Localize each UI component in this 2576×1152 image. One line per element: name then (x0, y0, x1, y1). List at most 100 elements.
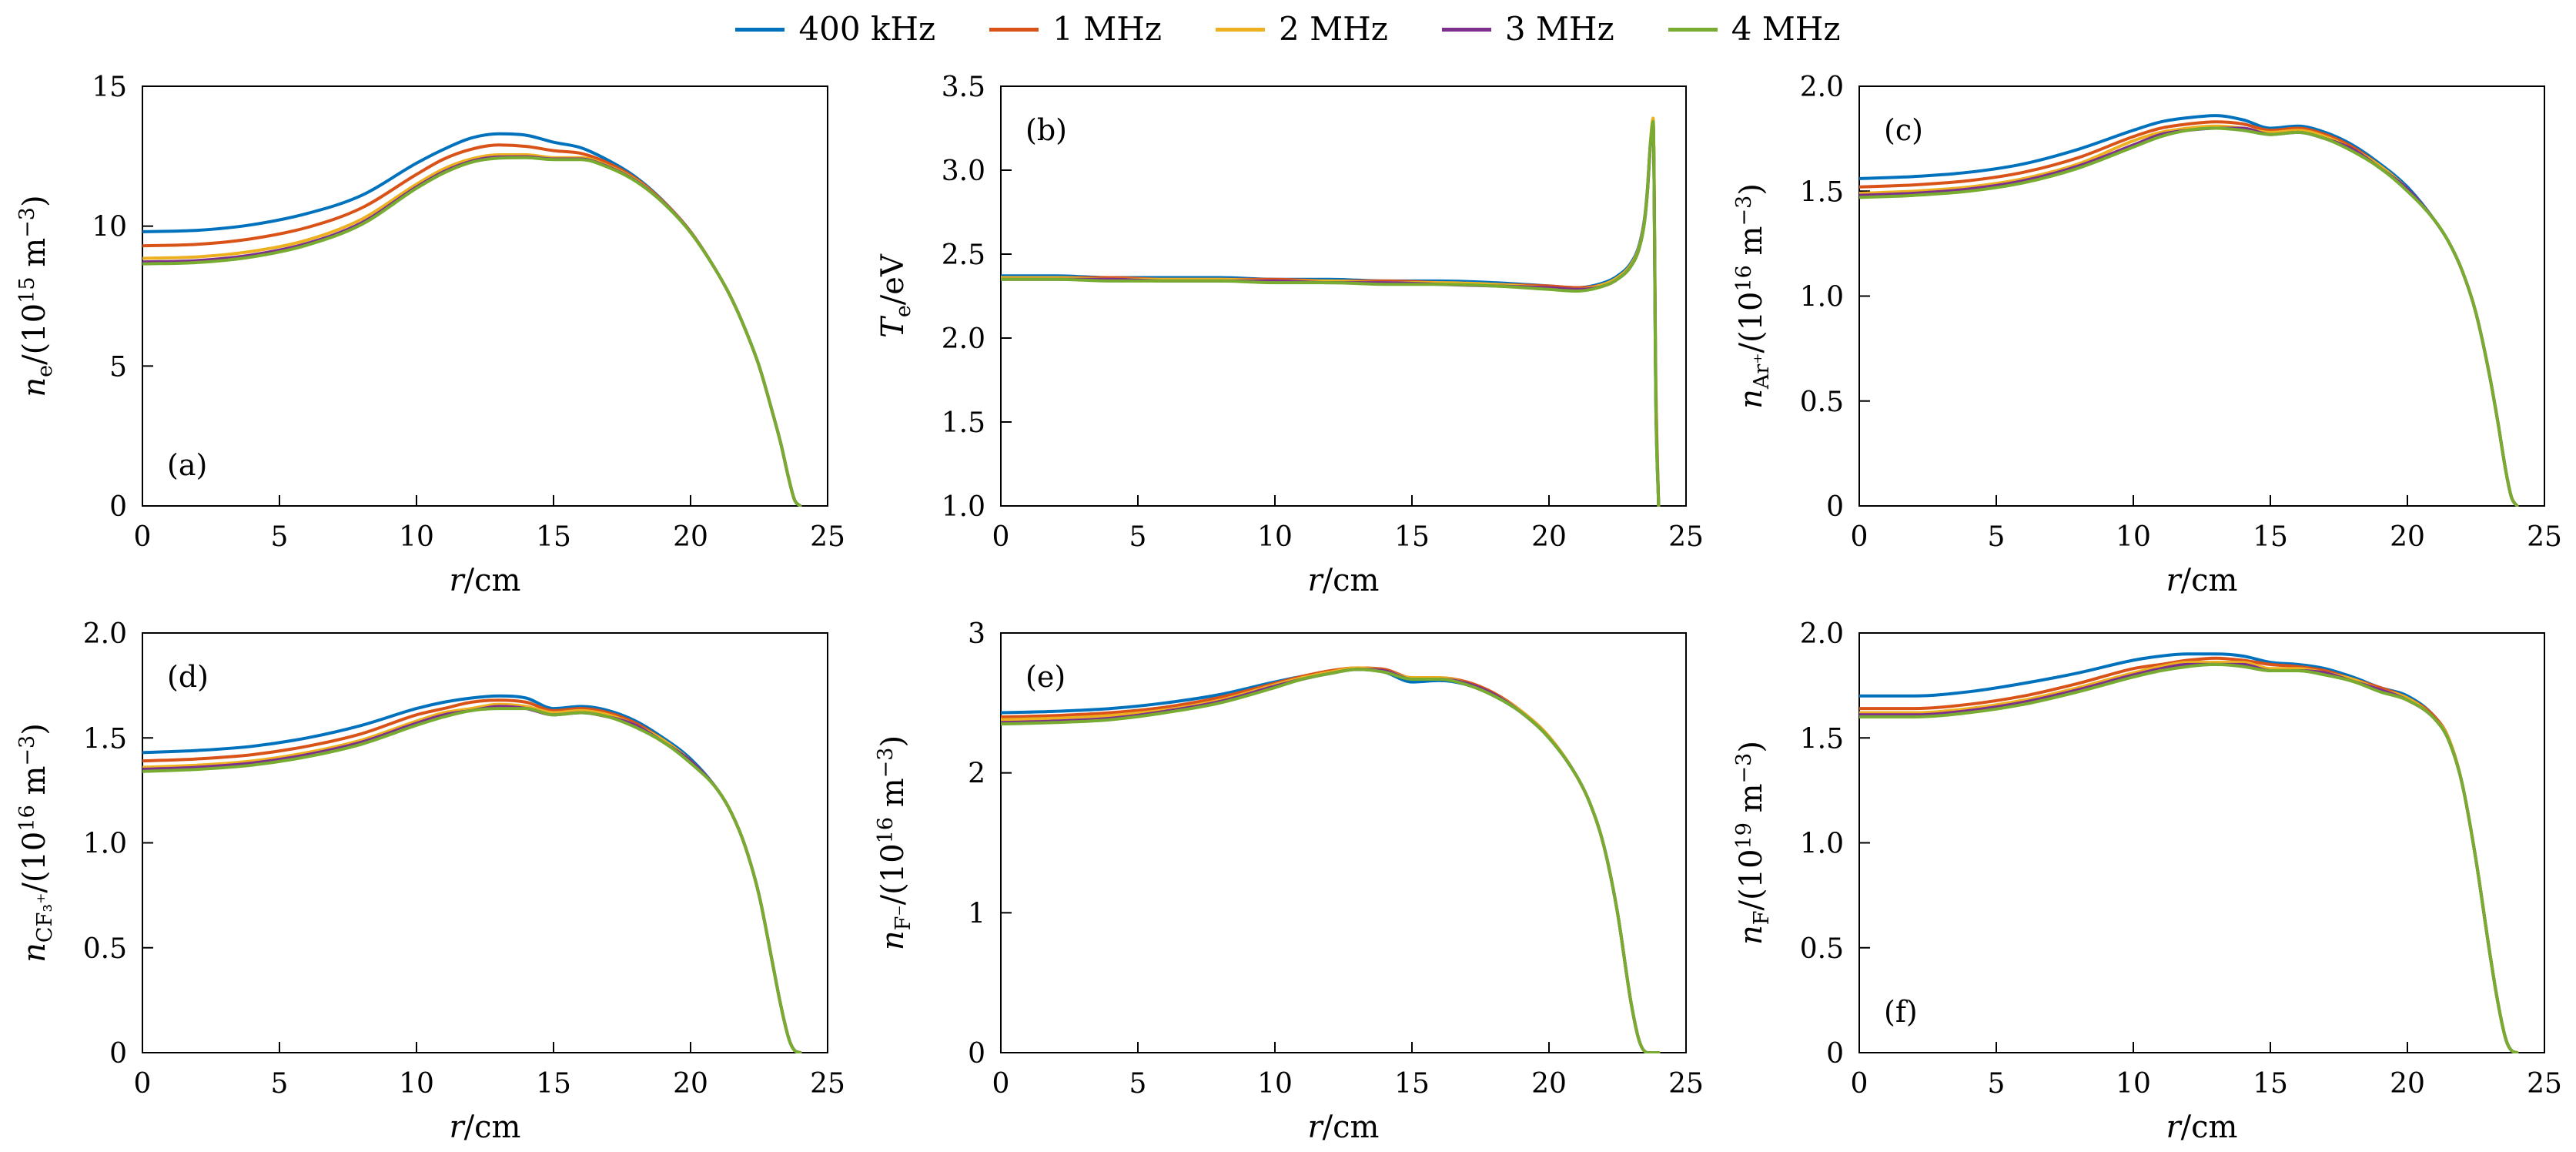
series-4-mhz (1859, 126, 2519, 507)
x-tick-label: 10 (2116, 1068, 2151, 1100)
y-tick-label: 0.5 (1800, 387, 1844, 418)
x-tick-label: 20 (2390, 521, 2425, 553)
x-axis-label: r/cm (2166, 563, 2238, 598)
y-tick-label: 10 (92, 212, 127, 243)
chart-e: 0 5 10 15 20 25 0 1 2 3 r/cm nF⁻/(1016 m−3) (e) (874, 618, 1704, 1145)
y-tick-label: 1.5 (83, 723, 127, 755)
y-tick-label: 1.5 (942, 407, 985, 439)
y-axis: 1.0 1.5 2.0 2.5 3.0 3.5 (942, 72, 1012, 523)
legend-line-swatch (1441, 27, 1491, 32)
legend-label: 1 MHz (1052, 10, 1163, 48)
x-tick-label: 0 (1851, 1068, 1868, 1100)
legend-label: 3 MHz (1504, 10, 1614, 48)
y-tick-label: 2.0 (942, 323, 985, 355)
x-tick-label: 5 (1129, 521, 1147, 553)
series-1-mhz (142, 143, 802, 507)
y-tick-label: 1.5 (1800, 176, 1844, 208)
plot-frame (1000, 85, 1687, 507)
x-tick-label: 15 (1394, 1068, 1430, 1100)
plot-frame (1858, 632, 2545, 1053)
series-400-khz (1859, 114, 2519, 507)
x-tick-label: 15 (536, 1068, 571, 1100)
series-2-mhz (1001, 116, 1661, 507)
series-4-mhz (142, 707, 802, 1053)
chart-a: 0 5 10 15 20 25 0 5 10 15 r/cm ne/(1015 m−3) (a) (15, 72, 845, 598)
panel-label: (c) (1884, 113, 1923, 147)
y-axis-label: nF⁻/(1016 m−3) (874, 735, 915, 950)
x-tick-label: 25 (810, 521, 845, 553)
y-tick-label: 1.5 (1800, 723, 1844, 755)
series-4-mhz (142, 156, 802, 507)
subplot-a: 0 5 10 15 20 25 0 5 10 15 r/cm ne/(1015 m−3) (a) (0, 55, 858, 602)
chart-f: 0 5 10 15 20 25 0 0.5 1.0 1.5 2.0 r/cm nF/(1019 m−3)… (1732, 618, 2562, 1145)
y-tick-label: 1.0 (83, 829, 127, 860)
panel-label: (f) (1884, 995, 1918, 1029)
x-axis-label: r/cm (2166, 1110, 2238, 1145)
y-tick-label: 5 (109, 351, 127, 383)
legend-item-3-mhz: 3 MHz (1441, 10, 1614, 48)
series-400-khz (142, 694, 802, 1053)
x-tick-label: 0 (134, 1068, 152, 1100)
y-tick-label: 15 (92, 72, 127, 103)
x-axis-label: r/cm (1308, 563, 1380, 598)
y-tick-label: 1.0 (1800, 282, 1844, 313)
panel-label: (d) (167, 660, 209, 694)
y-axis: 0 0.5 1.0 1.5 2.0 (83, 618, 153, 1070)
y-tick-label: 0 (1826, 1038, 1844, 1070)
x-tick-label: 10 (399, 1068, 434, 1100)
x-tick-label: 25 (810, 1068, 845, 1100)
y-tick-label: 0 (109, 1038, 127, 1070)
series-400-khz (1001, 122, 1661, 507)
series-400-khz (1001, 668, 1661, 1053)
chart-d: 0 5 10 15 20 25 0 0.5 1.0 1.5 2.0 r/cm nCF₃⁺/(1016 m… (15, 618, 845, 1145)
series-3-mhz (1001, 668, 1661, 1053)
y-tick-label: 2 (968, 759, 985, 790)
y-axis: 0 0.5 1.0 1.5 2.0 (1800, 618, 1870, 1070)
series-group (1859, 114, 2519, 507)
legend-line-swatch (735, 27, 785, 32)
panel-label: (a) (167, 448, 207, 482)
legend-label: 4 MHz (1731, 10, 1841, 48)
series-2-mhz (1001, 666, 1661, 1053)
y-tick-label: 2.0 (83, 618, 127, 650)
x-axis-label: r/cm (450, 1110, 521, 1145)
y-tick-label: 0.5 (83, 933, 127, 965)
series-1-mhz (1001, 118, 1661, 507)
plot-frame (142, 85, 828, 507)
y-tick-label: 1.0 (1800, 829, 1844, 860)
legend-item-400-khz: 400 kHz (735, 13, 935, 45)
series-group (142, 694, 802, 1053)
x-axis: 0 5 10 15 20 25 (1851, 1042, 2562, 1100)
series-3-mhz (1859, 126, 2519, 507)
series-group (1859, 652, 2519, 1053)
x-tick-label: 25 (2527, 1068, 2562, 1100)
x-tick-label: 10 (1257, 521, 1293, 553)
x-tick-label: 0 (992, 521, 1010, 553)
legend-item-4-mhz: 4 MHz (1668, 13, 1841, 45)
x-tick-label: 0 (1851, 521, 1868, 553)
y-tick-label: 0 (968, 1038, 985, 1070)
plot-frame (1858, 85, 2545, 507)
series-1-mhz (1001, 666, 1661, 1053)
legend-label: 400 kHz (798, 10, 936, 48)
series-1-mhz (142, 698, 802, 1053)
series-1-mhz (1859, 120, 2519, 507)
x-axis-label: r/cm (1308, 1110, 1380, 1145)
legend: 400 kHz 1 MHz 2 MHz 3 MHz 4 MHz (0, 5, 2576, 54)
series-4-mhz (1001, 668, 1661, 1053)
x-tick-label: 0 (992, 1068, 1010, 1100)
series-group (142, 132, 802, 507)
x-tick-label: 15 (2253, 521, 2288, 553)
x-tick-label: 15 (536, 521, 571, 553)
y-tick-label: 3 (968, 618, 985, 650)
y-tick-label: 3.0 (942, 156, 985, 187)
y-tick-label: 0 (109, 491, 127, 523)
subplot-f: 0 5 10 15 20 25 0 0.5 1.0 1.5 2.0 r/cm nF/(1019 m−3)… (1717, 602, 2575, 1149)
x-tick-label: 10 (399, 521, 434, 553)
y-axis-label: nAr⁺/(1016 m−3) (1732, 183, 1774, 409)
subplot-d: 0 5 10 15 20 25 0 0.5 1.0 1.5 2.0 r/cm nCF₃⁺/(1016 m… (0, 602, 858, 1149)
x-tick-label: 10 (1257, 1068, 1293, 1100)
series-2-mhz (1859, 661, 2519, 1053)
